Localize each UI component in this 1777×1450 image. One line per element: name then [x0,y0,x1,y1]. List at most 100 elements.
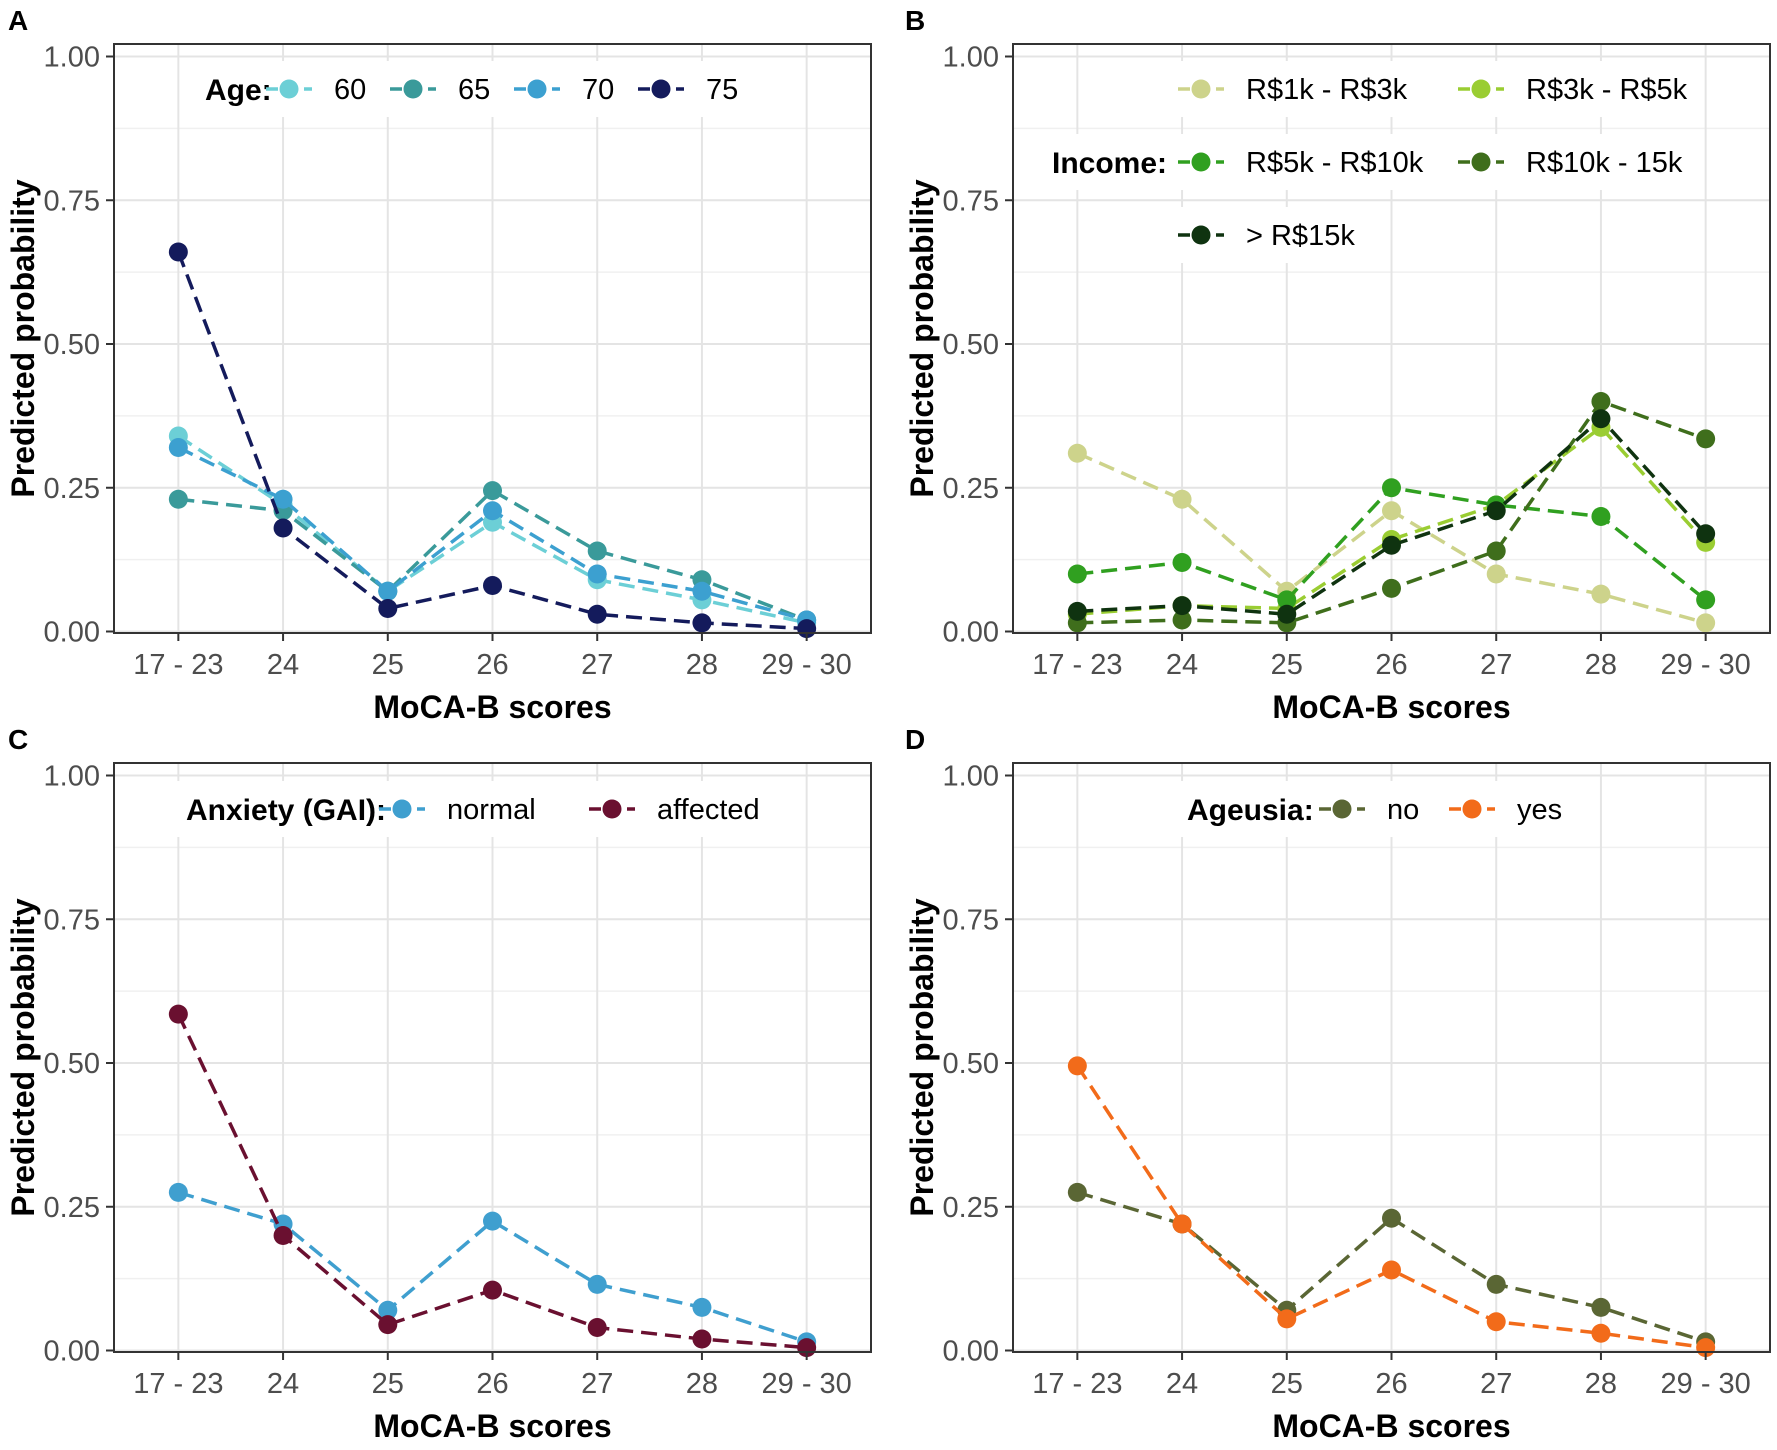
legend-title: Income: [1052,147,1167,180]
y-tick-label: 0.75 [943,185,999,217]
legend-key-point [1471,152,1491,172]
x-tick-label: 17 - 23 [133,1368,223,1400]
legend-label: > R$15k [1246,220,1355,252]
data-point [1277,590,1297,610]
series-group [168,1004,817,1358]
x-tick-label: 28 [686,649,718,681]
data-point [1696,429,1716,449]
legend: Ageusia: no yes [1175,781,1563,837]
x-tick-label: 25 [372,649,404,681]
legend-key [1458,79,1504,99]
legend-key [379,799,425,819]
data-point [1172,1214,1192,1234]
data-point [587,1318,607,1337]
data-point [378,581,398,601]
data-point [1067,1056,1087,1076]
y-tick-label: 0.50 [943,329,999,361]
data-point [483,1280,502,1300]
panel-c: C 0.00 0.25 0.50 0.75 1.00 17 - 23 24 25 26 27 28 29… [5,724,872,1444]
legend-key [1178,152,1224,172]
y-tick-label: 0.00 [943,617,999,649]
legend-key-point [651,79,671,99]
legend-key [390,79,436,99]
data-point [273,1226,293,1245]
data-point [1591,1297,1611,1317]
legend: Anxiety (GAI): normal affected [174,781,783,837]
x-tick-label: 29 - 30 [762,1368,852,1400]
legend-label: R$3k - R$5k [1526,74,1688,106]
data-point [1486,564,1506,584]
panel-letter: C [8,724,28,755]
data-point [168,242,188,262]
x-tick-label: 25 [372,1368,404,1400]
data-point [692,613,712,633]
data-point [1696,613,1716,633]
legend-key [266,79,312,99]
legend-key-point [1462,799,1482,819]
data-point [168,438,188,457]
legend-background [1156,61,1700,117]
data-point [692,1329,712,1349]
x-tick-label: 26 [476,649,508,681]
x-axis-title: MoCA-B scores [373,689,611,725]
x-tick-label: 24 [267,1368,299,1400]
legend-label: R$1k - R$3k [1246,74,1408,106]
data-point [1172,489,1192,509]
legend-label: affected [657,794,760,826]
data-point [1591,584,1611,604]
x-tick-label: 27 [1480,649,1512,681]
data-point [1382,535,1401,555]
x-tick-label: 17 - 23 [1032,649,1122,681]
data-point [378,1315,398,1335]
series-yes [1067,1056,1716,1358]
data-point [273,518,293,538]
data-point [1696,590,1716,610]
legend-key [1458,152,1504,172]
legend-key [514,79,560,99]
x-tick-label: 24 [267,649,299,681]
legend: Income: R$1k - R$3k R$3k - R$5k R$5k - R$10… [1040,61,1700,263]
series-group [168,242,817,639]
x-tick-label: 25 [1271,1368,1303,1400]
x-tick-label: 24 [1166,1368,1198,1400]
data-point [692,581,712,601]
legend-key-point [403,79,423,99]
y-tick-label: 1.00 [44,42,100,74]
series-group [1067,1056,1716,1358]
legend-key-point [1191,152,1211,172]
data-point [168,1004,188,1024]
series-r-1k-r-3k [1067,443,1716,633]
legend-key-point [527,79,547,99]
legend-background [1040,134,1700,190]
data-point [483,1211,502,1231]
y-axis-title: Predicted probability [904,898,940,1216]
x-tick-label: 26 [1375,1368,1407,1400]
legend-key-point [602,799,622,819]
x-tick-label: 27 [581,649,613,681]
legend-background [174,781,783,837]
x-tick-label: 29 - 30 [1661,649,1751,681]
legend-label: 75 [706,74,738,106]
data-point [1486,501,1506,521]
y-axis-title: Predicted probability [5,179,41,497]
data-point [1591,392,1611,411]
x-tick-label: 27 [1480,1368,1512,1400]
legend-key [638,79,684,99]
data-point [483,576,502,595]
data-point [1382,501,1401,521]
legend-label: yes [1517,794,1562,826]
data-point [378,1300,398,1320]
data-point [1172,553,1192,572]
data-point [1382,478,1401,498]
x-axis-title: MoCA-B scores [1272,689,1510,725]
panel-letter: D [905,724,925,755]
panel-a: A 0.00 0.25 0.50 0.75 1.00 17 - 23 24 25 26 27 28 29… [5,5,872,725]
data-point [1591,1323,1611,1343]
legend-label: 60 [334,74,366,106]
x-axis-title: MoCA-B scores [1272,1408,1510,1444]
x-tick-label: 28 [1585,1368,1617,1400]
y-axis-title: Predicted probability [904,179,940,497]
x-tick-label: 29 - 30 [762,649,852,681]
legend-title: Anxiety (GAI): [186,794,386,827]
